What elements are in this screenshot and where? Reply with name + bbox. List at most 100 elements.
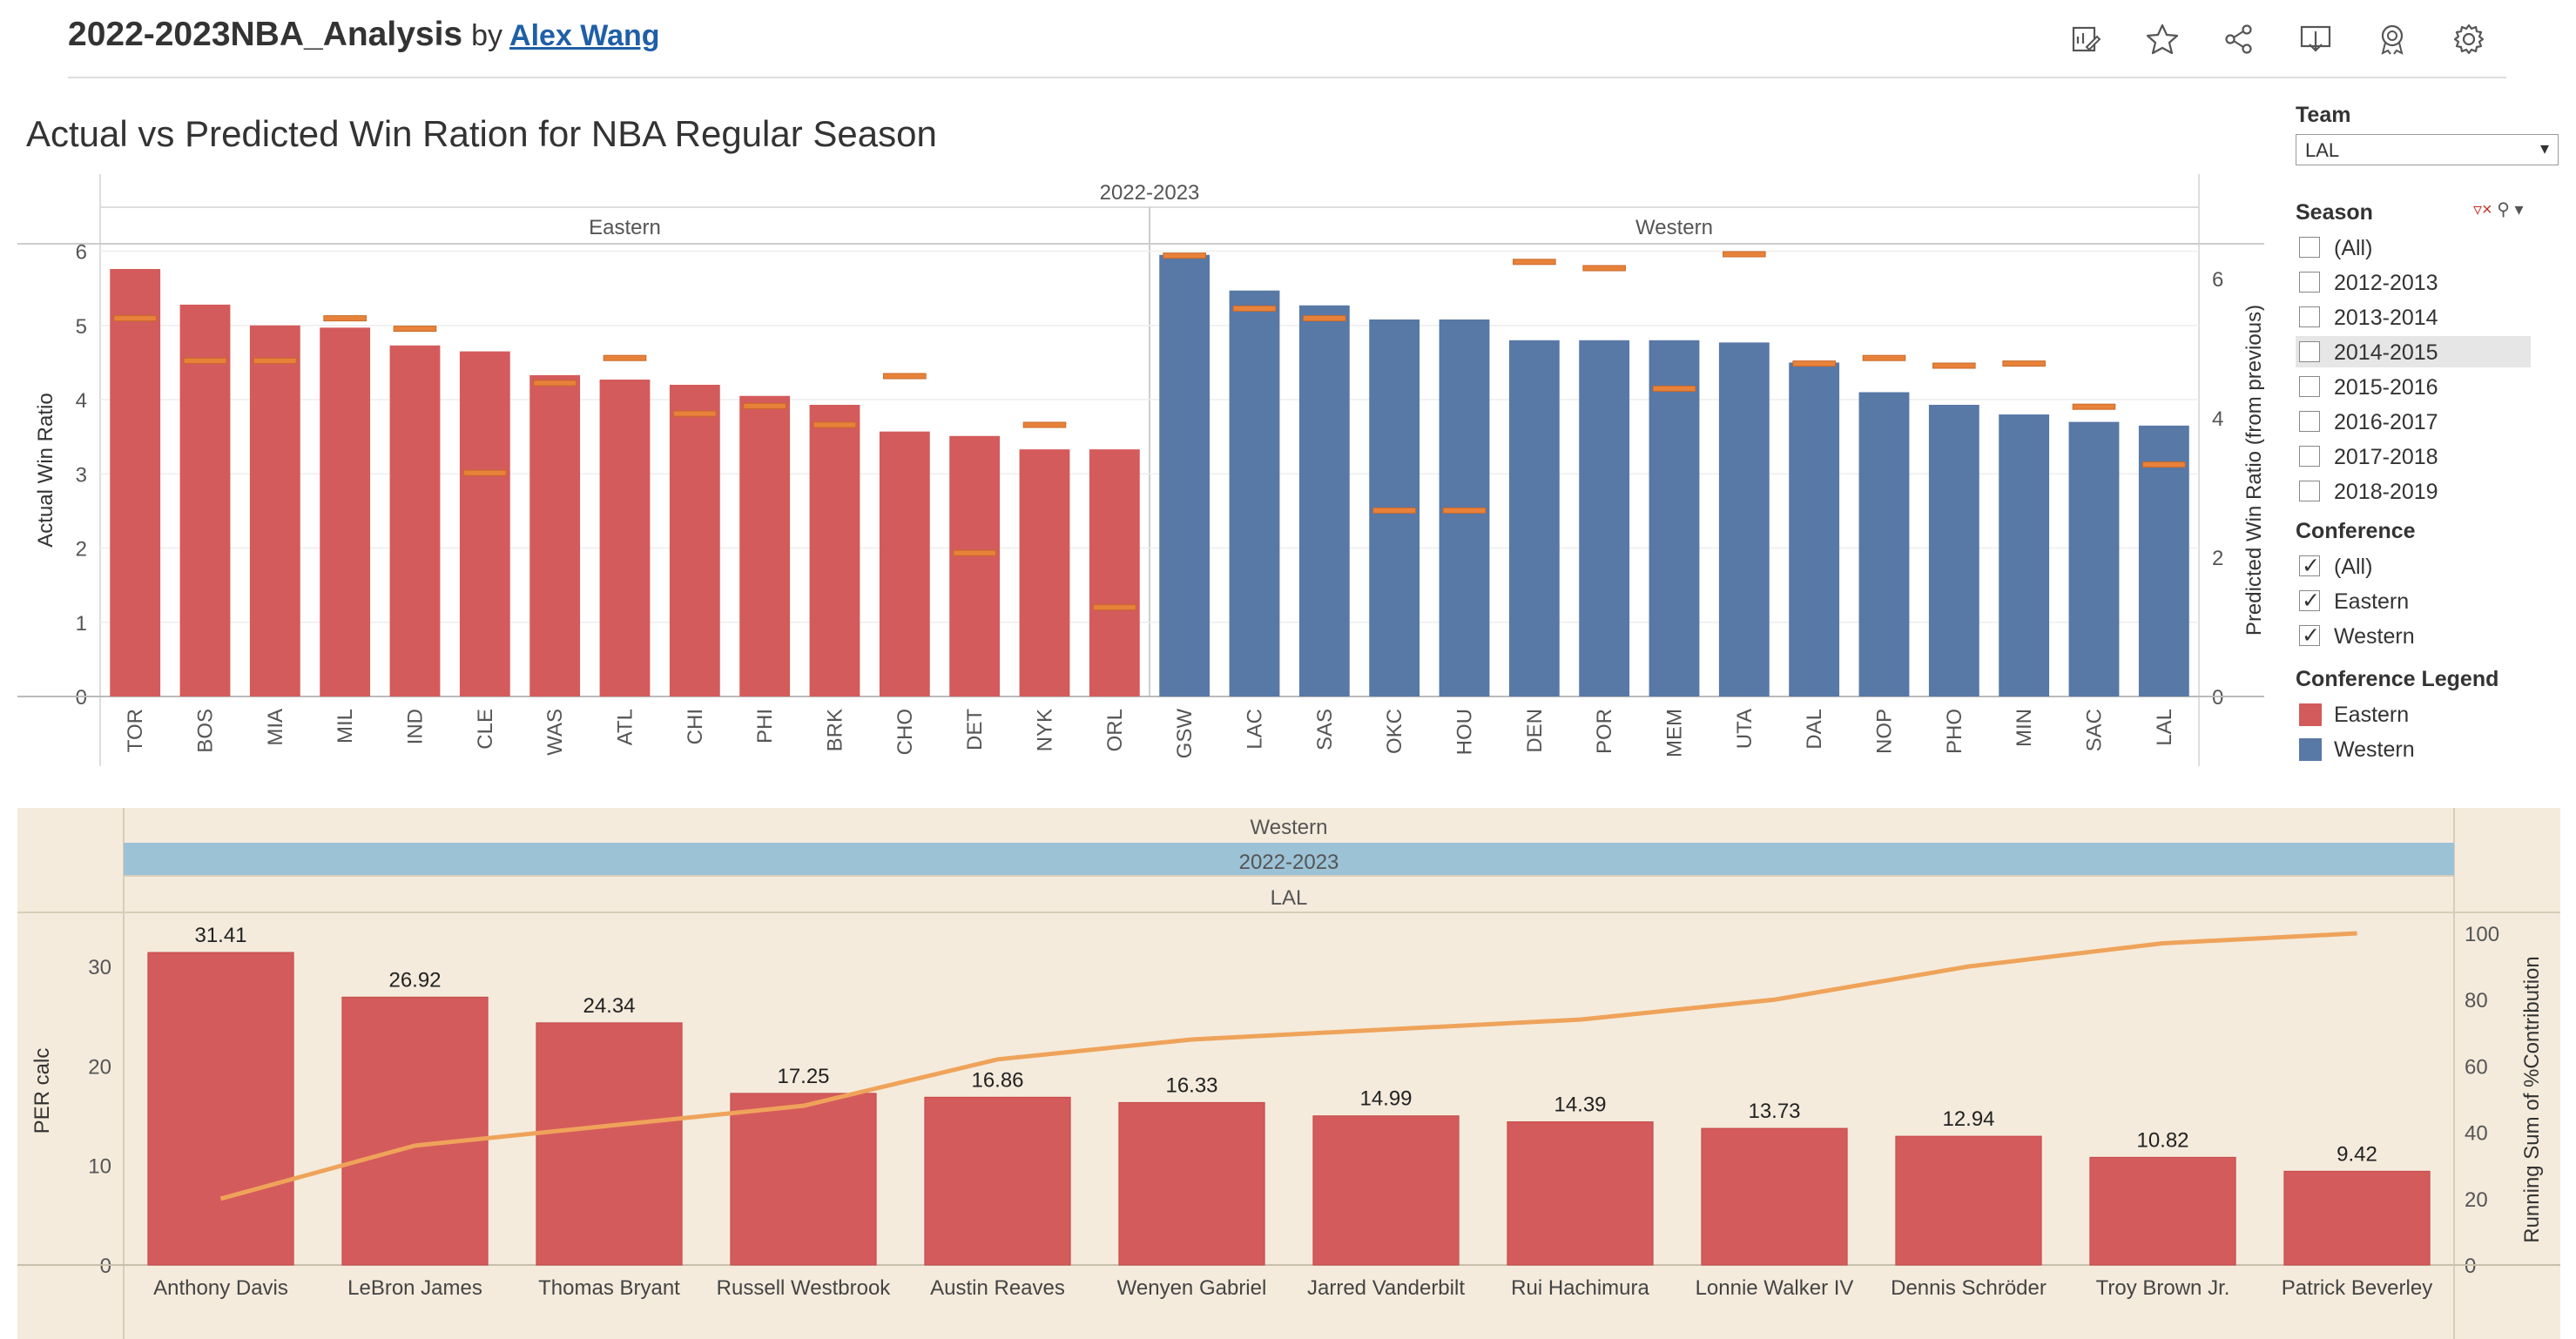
- bar-cle[interactable]: [459, 351, 510, 696]
- predicted-marker[interactable]: [253, 357, 297, 364]
- predicted-marker[interactable]: [673, 410, 717, 417]
- player-bar[interactable]: [147, 952, 294, 1266]
- checkbox[interactable]: [2299, 481, 2320, 501]
- predicted-marker[interactable]: [743, 402, 786, 409]
- bar-nyk[interactable]: [1019, 449, 1070, 696]
- bar-phi[interactable]: [739, 395, 791, 696]
- bar-dal[interactable]: [1789, 362, 1840, 696]
- bar-sas[interactable]: [1298, 305, 1350, 696]
- author-link[interactable]: Alex Wang: [509, 19, 660, 52]
- star-icon[interactable]: [2144, 21, 2181, 57]
- bar-mil[interactable]: [320, 327, 371, 696]
- player-bar[interactable]: [730, 1093, 877, 1266]
- running-sum-line[interactable]: [219, 931, 2357, 1201]
- download-icon[interactable]: [2297, 21, 2334, 57]
- checkbox[interactable]: [2299, 341, 2320, 362]
- season-option[interactable]: 2016-2017: [2296, 406, 2531, 437]
- team-filter-dropdown[interactable]: LAL ▾: [2296, 134, 2559, 165]
- player-bar[interactable]: [2089, 1156, 2236, 1266]
- player-bar[interactable]: [1312, 1115, 1460, 1266]
- season-option[interactable]: 2012-2013: [2296, 266, 2531, 298]
- season-option[interactable]: 2014-2015: [2296, 336, 2531, 367]
- gear-icon[interactable]: [2451, 21, 2487, 57]
- predicted-marker[interactable]: [603, 354, 647, 361]
- bar-bos[interactable]: [179, 304, 231, 696]
- season-option[interactable]: 2013-2014: [2296, 301, 2531, 333]
- predicted-marker[interactable]: [323, 315, 367, 322]
- checkbox[interactable]: [2299, 553, 2320, 579]
- player-bar[interactable]: [1701, 1127, 1848, 1266]
- predicted-marker[interactable]: [393, 326, 437, 333]
- predicted-marker[interactable]: [1513, 259, 1556, 266]
- edit-icon[interactable]: [2067, 21, 2104, 57]
- predicted-marker[interactable]: [1723, 251, 1766, 258]
- checkbox[interactable]: [2299, 622, 2320, 649]
- season-option[interactable]: (All): [2296, 232, 2531, 263]
- bar-gsw[interactable]: [1159, 254, 1210, 696]
- player-bar[interactable]: [924, 1096, 1071, 1266]
- checkbox[interactable]: [2299, 376, 2320, 397]
- checkbox[interactable]: [2299, 237, 2320, 258]
- bar-por[interactable]: [1579, 340, 1630, 696]
- predicted-marker[interactable]: [2142, 461, 2186, 468]
- share-icon[interactable]: [2221, 21, 2257, 57]
- bar-det[interactable]: [949, 435, 1001, 696]
- menu-chevron-icon[interactable]: ▾: [2514, 200, 2524, 219]
- bar-pho[interactable]: [1928, 404, 1979, 696]
- predicted-marker[interactable]: [2002, 360, 2046, 367]
- checkbox[interactable]: [2299, 306, 2320, 327]
- predicted-marker[interactable]: [813, 421, 857, 428]
- bar-den[interactable]: [1508, 340, 1560, 696]
- player-bar[interactable]: [1895, 1135, 2042, 1266]
- predicted-marker[interactable]: [1582, 265, 1626, 272]
- bar-mem[interactable]: [1649, 340, 1700, 696]
- bar-min[interactable]: [1999, 414, 2050, 696]
- bar-sac[interactable]: [2068, 421, 2120, 696]
- predicted-marker[interactable]: [1093, 604, 1136, 611]
- bar-brk[interactable]: [809, 404, 860, 696]
- predicted-marker[interactable]: [113, 315, 157, 322]
- bar-uta[interactable]: [1718, 342, 1770, 696]
- bar-chi[interactable]: [669, 384, 720, 696]
- badge-icon[interactable]: [2374, 21, 2411, 57]
- predicted-marker[interactable]: [1792, 360, 1836, 367]
- clear-filter-icon[interactable]: ▿×: [2473, 200, 2492, 219]
- conference-option[interactable]: Eastern: [2296, 585, 2531, 616]
- search-icon[interactable]: ⚲: [2497, 200, 2510, 219]
- player-bar[interactable]: [1118, 1101, 1265, 1266]
- checkbox[interactable]: [2299, 411, 2320, 432]
- predicted-marker[interactable]: [1932, 362, 1976, 369]
- bar-tor[interactable]: [110, 268, 161, 696]
- conference-option[interactable]: Western: [2296, 620, 2531, 651]
- checkbox[interactable]: [2299, 588, 2320, 614]
- player-bar[interactable]: [2283, 1170, 2431, 1266]
- bar-atl[interactable]: [599, 380, 651, 696]
- predicted-marker[interactable]: [1652, 385, 1696, 392]
- predicted-marker[interactable]: [533, 380, 577, 387]
- predicted-marker[interactable]: [2072, 403, 2116, 410]
- bar-lal[interactable]: [2138, 425, 2189, 696]
- predicted-marker[interactable]: [953, 549, 996, 556]
- predicted-marker[interactable]: [1163, 252, 1206, 259]
- season-filter-tools[interactable]: ▿× ⚲ ▾: [2473, 198, 2524, 220]
- bar-was[interactable]: [529, 374, 581, 696]
- season-option[interactable]: 2018-2019: [2296, 475, 2531, 507]
- season-option[interactable]: 2015-2016: [2296, 371, 2531, 402]
- conference-option[interactable]: (All): [2296, 550, 2531, 582]
- predicted-marker[interactable]: [1442, 507, 1487, 514]
- bar-cho[interactable]: [879, 431, 930, 696]
- player-bar[interactable]: [1507, 1121, 1654, 1266]
- predicted-marker[interactable]: [1232, 305, 1277, 312]
- bar-orl[interactable]: [1089, 449, 1140, 696]
- season-option[interactable]: 2017-2018: [2296, 441, 2531, 472]
- predicted-marker[interactable]: [463, 469, 507, 476]
- bar-nop[interactable]: [1858, 392, 1910, 696]
- predicted-marker[interactable]: [1862, 354, 1906, 361]
- predicted-marker[interactable]: [1022, 421, 1067, 428]
- bar-lac[interactable]: [1229, 290, 1280, 696]
- bar-ind[interactable]: [389, 345, 441, 696]
- predicted-marker[interactable]: [183, 357, 227, 364]
- player-bar[interactable]: [536, 1022, 683, 1266]
- checkbox[interactable]: [2299, 272, 2320, 293]
- predicted-marker[interactable]: [883, 373, 927, 380]
